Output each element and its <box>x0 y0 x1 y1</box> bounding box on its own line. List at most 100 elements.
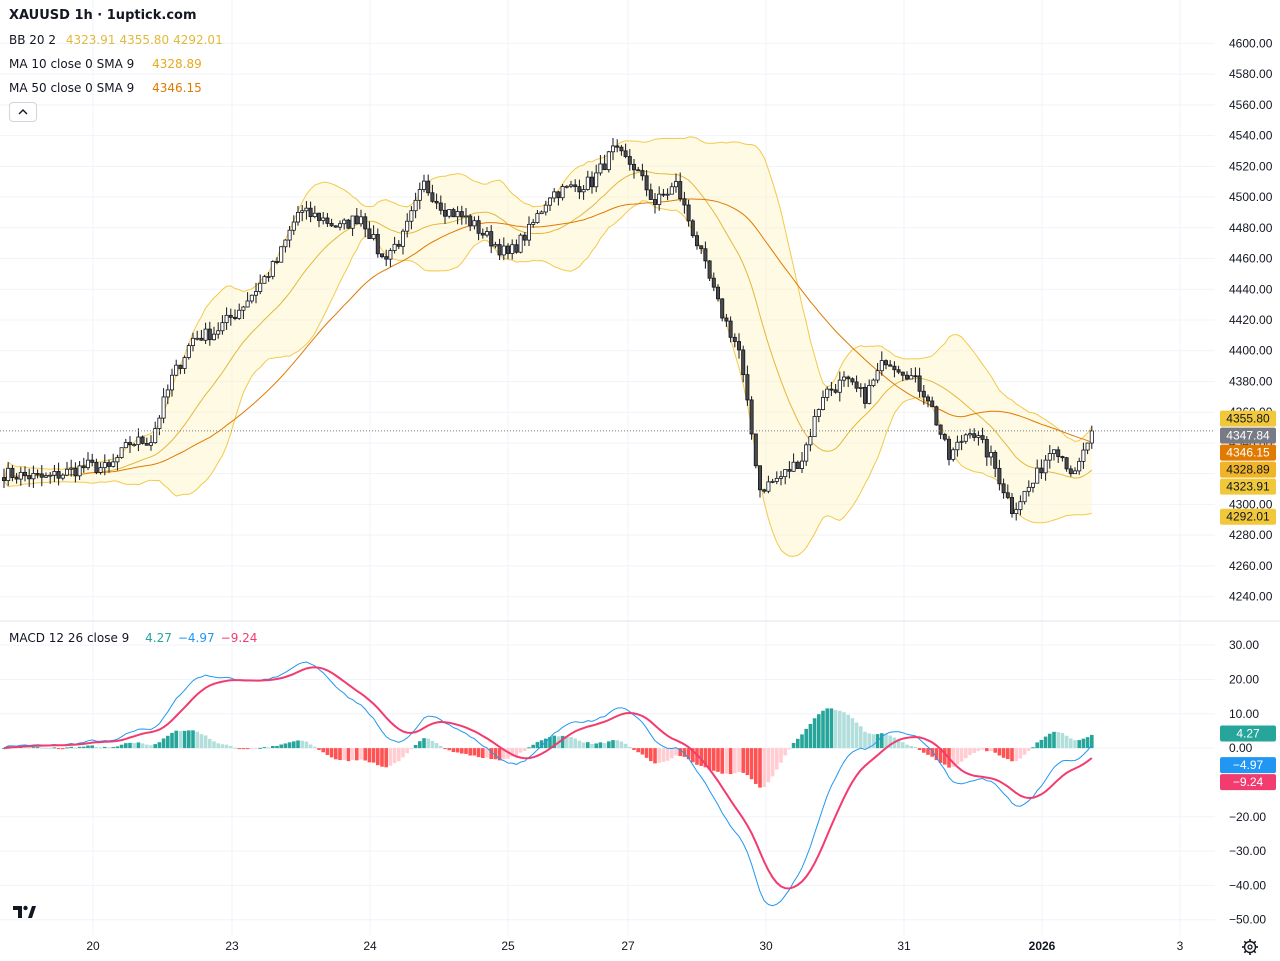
candle-down-body <box>648 189 653 200</box>
candle-down-body <box>1060 456 1065 459</box>
candle-down-body <box>505 245 510 254</box>
candle <box>321 212 326 225</box>
time-axis-label: 27 <box>621 939 635 953</box>
candle-down-body <box>489 231 494 247</box>
candle <box>333 225 338 228</box>
candle <box>959 435 964 451</box>
legend-bb[interactable]: BB 20 2 4323.91 4355.80 4292.01 <box>9 33 223 47</box>
candle <box>976 430 981 446</box>
macd-histogram-bar <box>712 748 716 771</box>
candle-up-body <box>569 184 574 187</box>
candle <box>632 158 637 179</box>
chart-title: XAUUSD 1h · 1uptick.com <box>9 8 197 23</box>
candle <box>10 465 15 482</box>
candle-down-body <box>228 314 233 318</box>
candle-up-body <box>871 379 876 386</box>
macd-histogram-bar <box>195 731 199 749</box>
candle-down-body <box>363 216 368 230</box>
macd-histogram-bar <box>598 742 603 749</box>
candle <box>405 213 410 238</box>
macd-histogram-bar <box>254 748 258 750</box>
candle <box>31 465 36 488</box>
macd-histogram-bar <box>296 740 300 749</box>
candle <box>472 216 477 230</box>
candle-down-body <box>127 442 132 446</box>
macd-histogram-bar <box>233 747 237 749</box>
macd-histogram-bar <box>976 748 981 751</box>
candle <box>854 375 859 393</box>
candle <box>863 383 868 409</box>
candle-up-body <box>270 261 275 277</box>
collapse-legend-button[interactable] <box>9 102 37 122</box>
macd-histogram-bar <box>821 710 825 749</box>
candle-down-body <box>661 193 666 196</box>
macd-histogram-bar <box>128 742 132 749</box>
candle <box>182 355 187 374</box>
candle-up-body <box>245 300 250 308</box>
candle <box>980 427 985 444</box>
candle <box>602 154 607 171</box>
macd-histogram-bar <box>497 748 502 761</box>
candle-up-body <box>1052 449 1057 454</box>
macd-histogram-bar <box>565 736 569 749</box>
candle <box>1014 502 1019 521</box>
macd-histogram-bar <box>346 748 351 762</box>
candle <box>627 149 632 171</box>
macd-histogram-bar <box>44 747 48 749</box>
candle-down-body <box>913 375 918 378</box>
time-axis-label: 3 <box>1177 939 1184 953</box>
macd-histogram-bar <box>31 747 36 749</box>
macd-histogram-bar <box>191 730 195 749</box>
candle <box>1060 455 1065 462</box>
candle-up-body <box>291 221 296 231</box>
legend-ma10[interactable]: MA 10 close 0 SMA 9 4328.89 <box>9 57 202 71</box>
macd-histogram-bar <box>1056 732 1060 749</box>
candle-up-body <box>779 476 784 479</box>
candle <box>463 207 468 225</box>
candle <box>1005 484 1010 500</box>
candle <box>1081 442 1086 469</box>
macd-histogram-bar <box>577 740 582 749</box>
candle <box>144 437 149 446</box>
candle-down-body <box>947 438 952 460</box>
candle <box>174 359 179 377</box>
macd-histogram-bar <box>880 733 884 749</box>
legend-ma50[interactable]: MA 50 close 0 SMA 9 4346.15 <box>9 81 202 95</box>
bollinger-lower-line <box>3 200 1092 557</box>
candle-down-body <box>972 433 977 438</box>
candle-up-body <box>300 210 305 213</box>
macd-axis-label: 10.00 <box>1229 707 1259 721</box>
candle <box>199 329 204 341</box>
price-axis-label: 4400.00 <box>1229 344 1273 358</box>
candle <box>1047 445 1052 469</box>
candle <box>585 170 590 191</box>
candle <box>442 202 447 224</box>
candle-up-body <box>816 409 821 417</box>
macd-line <box>3 661 1093 907</box>
tradingview-logo-icon[interactable] <box>10 898 38 924</box>
macd-histogram-bar <box>174 730 178 749</box>
macd-histogram-bar <box>23 746 27 749</box>
macd-histogram-bar <box>371 748 376 763</box>
macd-histogram-bar <box>871 734 876 749</box>
macd-histogram-bar <box>657 748 661 763</box>
candle-up-body <box>989 452 994 458</box>
legend-macd[interactable]: MACD 12 26 close 9 4.27 −4.97 −9.24 <box>9 631 257 645</box>
macd-histogram-bar <box>720 748 724 774</box>
candle-down-body <box>207 328 212 341</box>
settings-gear-icon[interactable] <box>1241 938 1259 961</box>
candle-up-body <box>102 462 107 469</box>
candle-down-body <box>497 244 502 256</box>
candle-up-body <box>342 219 347 225</box>
candle <box>232 309 237 321</box>
macd-histogram-bar <box>628 746 632 749</box>
macd-histogram-bar <box>888 735 892 749</box>
macd-histogram-bar <box>1090 734 1094 749</box>
candle-up-body <box>203 328 208 341</box>
candle <box>783 469 788 485</box>
macd-signal-line <box>3 666 1093 890</box>
candle <box>900 371 905 382</box>
candle <box>711 272 716 292</box>
candle <box>598 155 603 176</box>
